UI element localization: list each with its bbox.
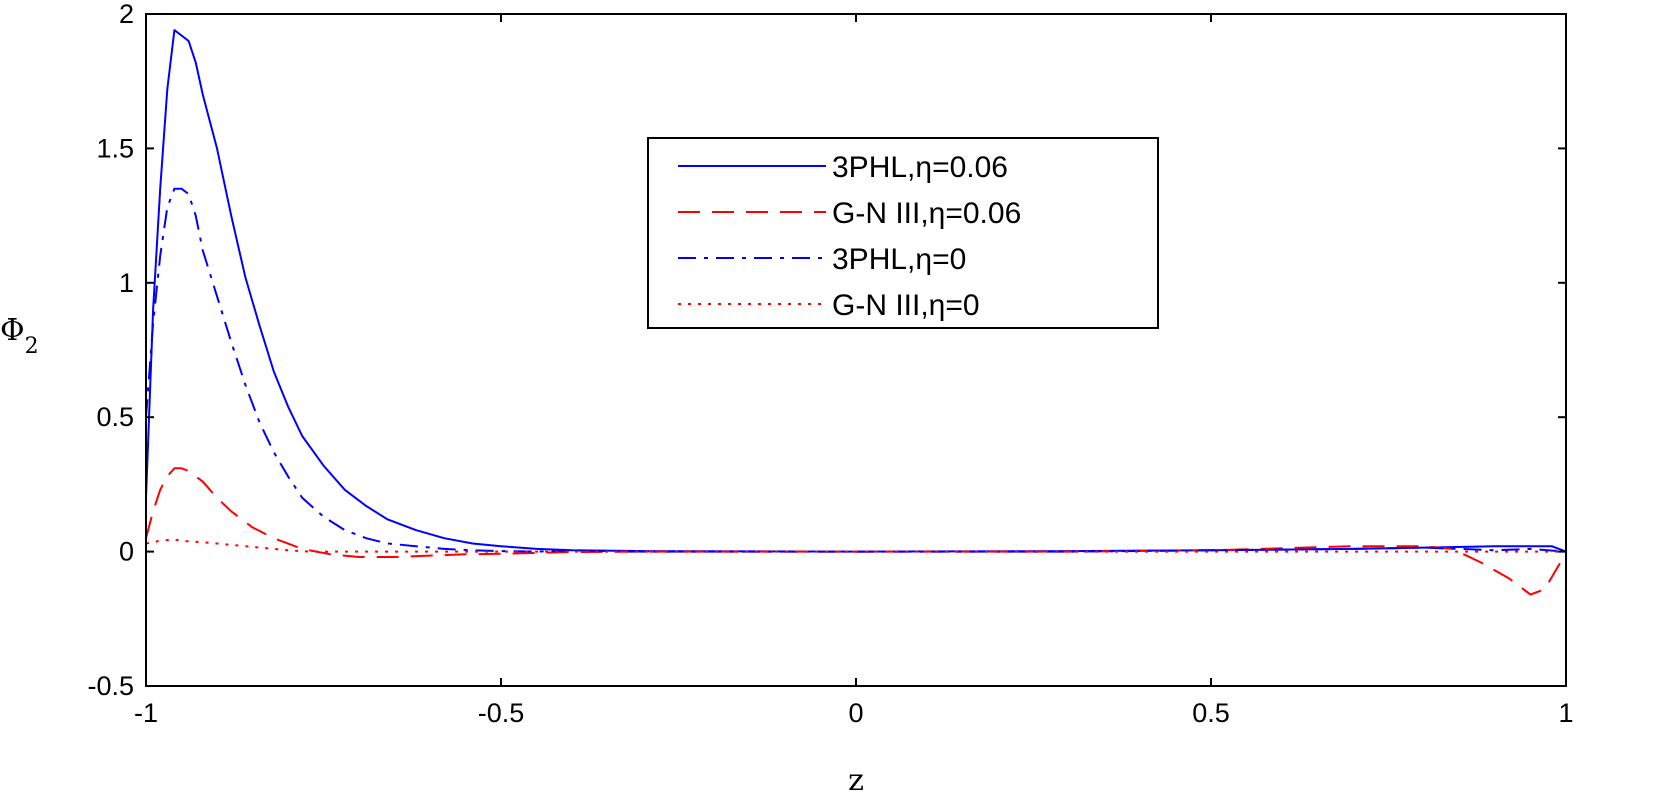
plot-series-group [145, 29, 1567, 596]
x-tick-label: 0 [848, 698, 863, 728]
legend-label: 3PHL,η=0.06 [832, 151, 1008, 184]
y-tick-label: 0 [119, 537, 134, 567]
x-tick-label: 1 [1558, 698, 1573, 728]
y-axis-label: Φ2 [0, 313, 39, 359]
x-axis-label: z [848, 763, 864, 798]
legend-entry: G-N III,η=0.06 [678, 197, 1021, 230]
x-tick-label: -0.5 [478, 698, 525, 728]
legend-entry: 3PHL,η=0.06 [678, 151, 1008, 184]
x-tick-label: -1 [134, 698, 158, 728]
legend: 3PHL,η=0.06 G-N III,η=0.06 3PHL,η=0 G-N III… [647, 137, 1159, 329]
series-line-4 [145, 538, 1566, 553]
legend-box [647, 137, 1159, 329]
legend-entries: 3PHL,η=0.06 G-N III,η=0.06 3PHL,η=0 G-N III… [678, 151, 1021, 322]
tick-labels: -1 -0.5 0 0.5 1-0.500.511.52 [87, 0, 1573, 728]
plot-frame [145, 13, 1567, 687]
series-line-3 [145, 187, 1567, 553]
y-tick-label: 1.5 [96, 133, 134, 163]
legend-entry: 3PHL,η=0 [678, 243, 966, 276]
legend-label: 3PHL,η=0 [832, 243, 966, 276]
y-tick-label: 2 [119, 0, 134, 29]
y-tick-label: 1 [119, 268, 134, 298]
legend-label: G-N III,η=0.06 [832, 197, 1021, 230]
y-tick-label: 0.5 [96, 402, 134, 432]
x-tick-label: 0.5 [1192, 698, 1230, 728]
y-axis-label-subscript: 2 [25, 334, 39, 359]
legend-label: G-N III,η=0 [832, 289, 980, 322]
y-tick-label: -0.5 [87, 671, 134, 701]
axis-ticks [145, 13, 1567, 687]
series-line-2 [145, 467, 1567, 596]
legend-entry: G-N III,η=0 [678, 289, 980, 322]
y-axis-label-symbol: Φ [0, 313, 25, 348]
